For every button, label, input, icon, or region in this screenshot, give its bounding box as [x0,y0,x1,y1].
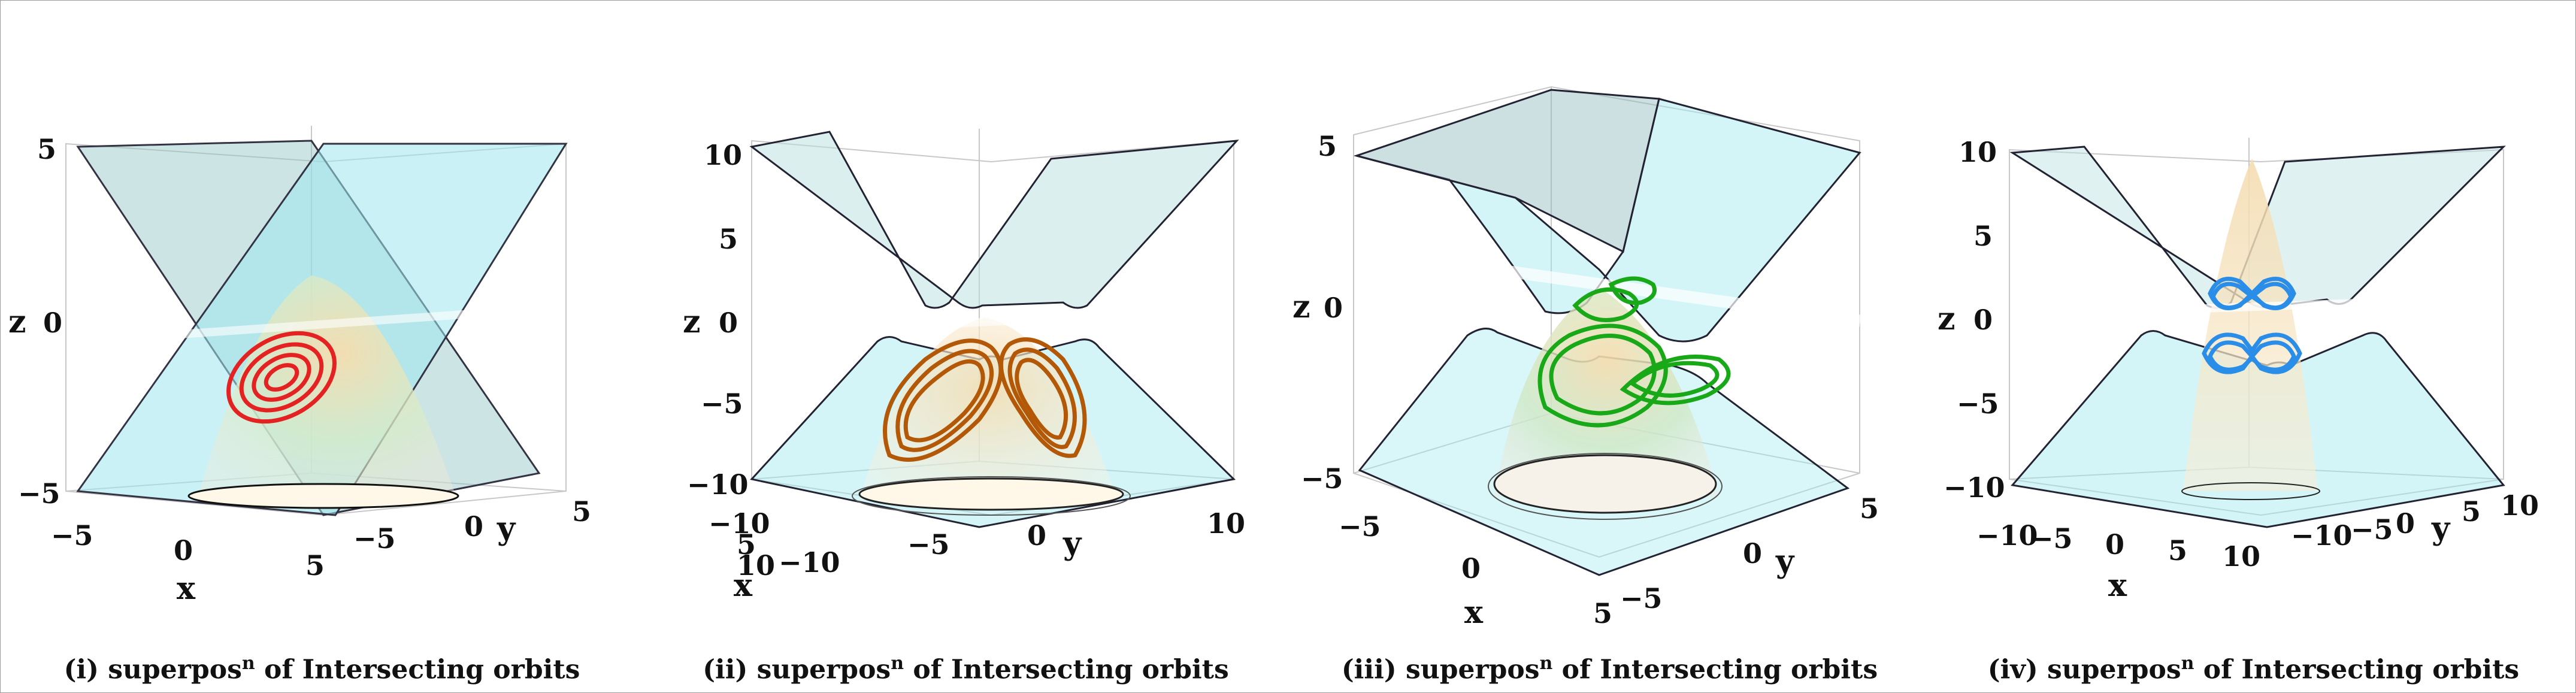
base-orbit-ring-outer [852,476,1131,516]
x-tick: 0 [2105,528,2124,561]
glare-band [72,303,563,346]
x-tick: −5 [51,519,93,552]
x-axis-label: x [734,567,753,604]
orbit-curves [1537,276,1731,428]
x-tick: 10 [2222,540,2260,573]
x-ticks: −5 0 5 [1339,510,1612,630]
y-axis-label: y [2431,510,2451,547]
panel-i: 5 0 −5 z −5 0 5 x −5 0 5 y [8,126,591,607]
z-tick: −5 [701,388,743,420]
y-tick: 5 [2462,495,2481,528]
panel-iii: 5 0 −5 z −5 0 5 x −5 0 5 y [1292,86,1879,631]
x-ticks: −10 5 10 [709,507,775,582]
paraboloid-surface [1494,288,1719,497]
x-axis-label: x [177,570,196,607]
upper-sheet [1356,98,1861,343]
z-tick: 10 [704,139,742,171]
z-axis-label: z [8,304,26,340]
z-tick: 5 [719,223,738,255]
y-tick: −5 [353,522,396,555]
x-tick: 5 [1593,597,1612,630]
base-orbit-ring [1493,454,1717,514]
x-tick: 10 [737,549,775,582]
z-tick: −10 [1944,471,2005,504]
x-tick: −5 [1339,510,1381,543]
y-tick: −10 [2291,519,2353,552]
back-sheet [1353,89,1660,253]
x-tick: −5 [2030,522,2073,555]
y-tick: 0 [2396,507,2415,540]
y-ticks: −5 0 5 [353,495,591,555]
x-axis-label: x [2108,567,2127,604]
x-tick: 5 [2168,534,2187,567]
panel-iv: 10 5 0 −5 −10 z −10 −5 0 5 10 x −10 −5 0… [1938,136,2539,604]
y-tick: 0 [464,510,483,543]
z-tick: −5 [1301,462,1343,495]
z-tick: 5 [1318,130,1337,162]
x-tick: −10 [1976,519,2038,552]
caption-iii: (iii) superposn of Intersecting orbits [1341,653,1878,685]
x-tick: 0 [174,534,193,567]
y-tick: 10 [2501,489,2539,522]
y-tick: −5 [907,528,950,561]
z-tick: 0 [719,307,738,339]
base-orbit-ring-outer [1488,453,1723,520]
x-ticks: −5 0 5 [51,519,325,582]
orbit-curves [2202,277,2302,374]
z-axis-label: z [683,304,701,340]
z-ticks: 5 0 −5 [1301,130,1343,495]
paraboloid-surface [2183,159,2318,491]
caption-ii: (ii) superposn of Intersecting orbits [703,653,1229,685]
x-tick: 5 [305,549,325,582]
y-axis-label: y [1063,525,1082,562]
y-tick: 5 [572,495,591,528]
caption-iv: (iv) superposn of Intersecting orbits [1987,653,2520,685]
base-orbit-ring [2181,482,2320,500]
glare-band [764,305,1231,338]
caption-i: (i) superposn of Intersecting orbits [63,653,580,685]
upper-sheet [749,131,1239,309]
z-tick: 5 [37,133,56,165]
base-orbit-ring [858,477,1124,511]
z-ticks: 10 5 0 −5 −10 [687,139,749,501]
orbit-curves [883,337,1087,462]
z-ticks: 10 5 0 −5 −10 [1944,136,2005,504]
y-ticks: −5 0 5 [1620,492,1879,615]
y-ticks: −10 −5 0 5 10 [2291,489,2539,552]
x-tick: −10 [709,507,770,540]
x-tick: 0 [1461,552,1481,585]
x-ticks: −10 −5 0 5 10 [1976,519,2260,573]
glare-band [1409,251,1861,327]
y-tick: −5 [2351,513,2393,546]
y-tick: 0 [1743,537,1762,570]
x-axis-label: x [1464,594,1484,631]
y-tick: 10 [1207,507,1245,540]
z-tick: 0 [43,307,62,339]
y-tick: −5 [1620,582,1663,615]
orbit-curves [226,331,337,424]
z-tick: −5 [18,477,60,510]
y-axis-label: y [1775,543,1795,580]
x-tick: 5 [737,528,756,561]
z-tick: 0 [1973,304,1993,336]
z-axis-label: z [1938,301,1956,337]
z-tick: −10 [687,468,749,501]
z-tick: 10 [1959,136,1997,168]
y-tick: 5 [1860,492,1879,525]
glare-band [2021,294,2495,319]
panel-ii: 10 5 0 −5 −10 z −10 5 10 x −10 −5 0 10 y [683,129,1245,604]
z-tick: 5 [1973,220,1993,252]
y-tick: 0 [1027,519,1046,552]
z-tick: 0 [1324,292,1343,324]
z-tick: −5 [1957,388,1999,420]
y-tick: −10 [779,546,840,579]
base-orbit-ring [187,483,459,509]
y-ticks: −10 −5 0 10 [779,507,1245,579]
z-ticks: 5 0 −5 [18,133,62,510]
y-axis-label: y [497,510,516,547]
z-axis-label: z [1292,289,1310,325]
